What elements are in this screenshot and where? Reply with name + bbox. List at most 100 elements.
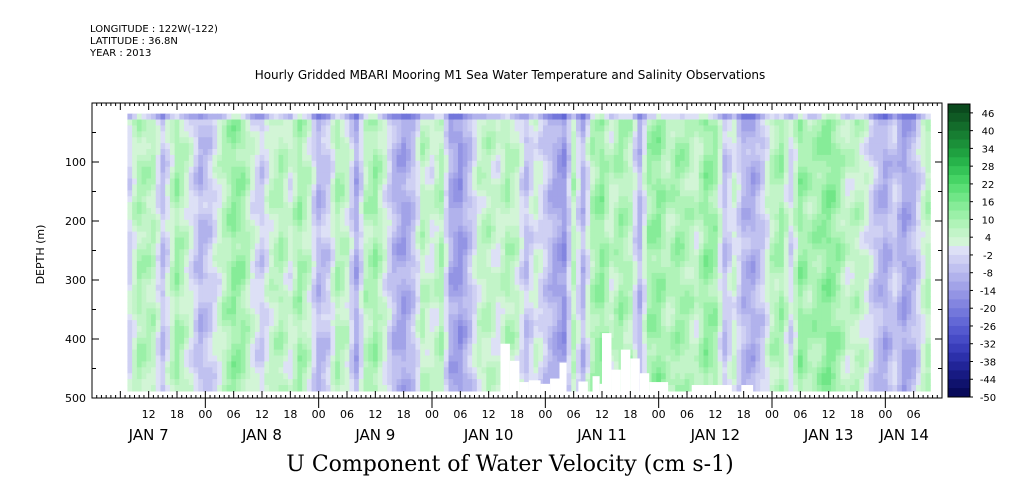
heatmap-cell	[542, 243, 549, 250]
heatmap-cell	[434, 113, 440, 121]
heatmap-cell	[547, 255, 554, 262]
heatmap-cell	[217, 160, 223, 168]
heatmap-cell	[250, 355, 256, 363]
heatmap-cell	[472, 113, 478, 121]
heatmap-cell	[382, 131, 388, 138]
heatmap-cell	[127, 296, 133, 304]
heatmap-cell	[212, 219, 218, 227]
heatmap-cell	[349, 261, 355, 268]
heatmap-cell	[604, 249, 610, 256]
heatmap-cell	[486, 343, 492, 351]
heatmap-cell	[406, 337, 412, 345]
heatmap-cell	[382, 361, 388, 368]
heatmap-cell	[509, 255, 516, 262]
heatmap-cell	[472, 172, 478, 180]
heatmap-cell	[240, 184, 247, 191]
heatmap-cell	[179, 119, 185, 127]
heatmap-cell	[571, 249, 577, 256]
heatmap-cell	[316, 137, 322, 144]
heatmap-cell	[623, 131, 629, 138]
heatmap-cell	[434, 149, 440, 156]
heatmap-cell	[335, 290, 341, 298]
heatmap-cell	[561, 326, 568, 333]
heatmap-cell	[354, 308, 360, 315]
heatmap-cell	[254, 367, 261, 374]
heatmap-cell	[311, 314, 317, 321]
heatmap-cell	[250, 373, 256, 380]
heatmap-cell	[344, 261, 350, 268]
heatmap-cell	[169, 261, 176, 268]
heatmap-cell	[439, 160, 445, 168]
heatmap-cell	[316, 267, 322, 274]
heatmap-cell	[377, 343, 384, 351]
heatmap-cell	[547, 331, 554, 339]
heatmap-cell	[382, 172, 388, 180]
heatmap-cell	[278, 314, 284, 321]
heatmap-cell	[391, 196, 398, 203]
heatmap-cell	[226, 190, 232, 197]
heatmap-cell	[217, 149, 223, 156]
heatmap-cell	[160, 172, 166, 180]
heatmap-cell	[481, 202, 487, 209]
heatmap-cell	[533, 131, 539, 138]
heatmap-cell	[372, 267, 379, 274]
heatmap-cell	[552, 208, 558, 215]
heatmap-cell	[368, 119, 374, 127]
heatmap-cell	[297, 314, 303, 321]
heatmap-cell	[354, 143, 360, 150]
heatmap-cell	[481, 267, 487, 274]
heatmap-cell	[448, 231, 454, 239]
heatmap-cell	[609, 113, 615, 121]
heatmap-cell	[207, 290, 214, 298]
heatmap-cell	[486, 373, 492, 380]
heatmap-cell	[306, 125, 313, 132]
heatmap-cell	[155, 272, 162, 280]
heatmap-cell	[160, 119, 166, 127]
heatmap-cell	[505, 237, 511, 245]
heatmap-cell	[250, 172, 256, 180]
heatmap-cell	[330, 255, 336, 262]
heatmap-cell	[283, 320, 289, 327]
heatmap-cell	[278, 154, 284, 162]
heatmap-cell	[424, 284, 431, 292]
heatmap-cell	[132, 290, 138, 298]
heatmap-cell	[292, 326, 299, 333]
heatmap-cell	[571, 278, 577, 286]
heatmap-cell	[472, 373, 478, 380]
heatmap-cell	[184, 213, 190, 221]
heatmap-cell	[420, 367, 426, 374]
heatmap-cell	[188, 367, 195, 374]
heatmap-cell	[599, 278, 605, 286]
heatmap-cell	[476, 267, 483, 274]
heatmap-cell	[571, 178, 577, 186]
heatmap-cell	[202, 261, 209, 268]
heatmap-cell	[585, 296, 591, 304]
heatmap-cell	[424, 308, 431, 315]
heatmap-cell	[169, 355, 176, 363]
heatmap-cell	[179, 249, 185, 256]
heatmap-cell	[557, 184, 563, 191]
heatmap-cell	[207, 331, 214, 339]
heatmap-cell	[448, 373, 454, 380]
heatmap-cell	[382, 278, 388, 286]
heatmap-cell	[401, 261, 407, 268]
heatmap-cell	[264, 296, 270, 304]
heatmap-cell	[401, 337, 407, 345]
heatmap-cell	[542, 361, 549, 368]
heatmap-cell	[594, 255, 601, 262]
heatmap-cell	[151, 255, 157, 262]
heatmap-cell	[221, 213, 228, 221]
heatmap-cell	[207, 361, 214, 368]
heatmap-cell	[335, 172, 341, 180]
heatmap-cell	[439, 379, 445, 386]
heatmap-cell	[297, 119, 303, 127]
heatmap-cell	[240, 143, 247, 150]
heatmap-cell	[533, 213, 539, 221]
heatmap-cell	[476, 166, 483, 174]
heatmap-cell	[254, 278, 261, 286]
heatmap-cell	[566, 367, 572, 374]
heatmap-cell	[609, 149, 615, 156]
heatmap-cell	[368, 373, 374, 380]
heatmap-cell	[330, 213, 336, 221]
heatmap-cell	[420, 249, 426, 256]
